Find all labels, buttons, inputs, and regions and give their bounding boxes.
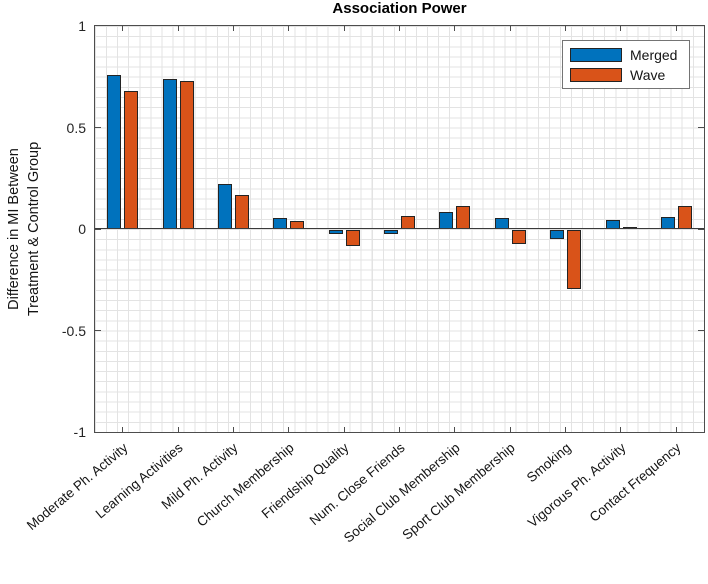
bar-wave-4: [345, 230, 360, 247]
legend: Merged Wave: [562, 40, 690, 89]
y-tick-left: [95, 127, 101, 128]
y-tick-label: -0.5: [61, 322, 86, 339]
x-tick-bottom: [288, 427, 290, 432]
bar-wave-8: [567, 230, 582, 289]
y-tick-label: -1: [73, 424, 86, 440]
bar-wave-7: [511, 230, 526, 245]
x-tick-top: [399, 26, 400, 31]
y-tick-right: [698, 127, 704, 128]
x-tick-bottom: [122, 427, 124, 432]
y-tick-label: 0: [78, 221, 86, 237]
bar-merged-0: [107, 74, 122, 229]
x-tick-top: [232, 26, 234, 31]
x-tick-bottom: [177, 427, 179, 432]
x-tick-bottom: [399, 427, 400, 432]
x-tick-top: [675, 26, 677, 31]
x-tick-bottom: [454, 427, 456, 432]
bar-merged-1: [162, 78, 177, 229]
bar-wave-2: [234, 194, 249, 229]
bar-merged-6: [439, 211, 454, 229]
bar-wave-5: [401, 215, 415, 229]
bar-merged-4: [328, 230, 343, 235]
x-tick-top: [620, 26, 622, 31]
legend-item-merged: Merged: [570, 46, 682, 63]
x-tick-top: [454, 26, 456, 31]
x-tick-top: [509, 26, 511, 31]
zero-baseline: [95, 228, 704, 229]
bar-wave-10: [677, 205, 692, 229]
y-tick-left: [95, 330, 101, 331]
x-tick-label: Contact Frequency: [586, 440, 684, 525]
x-tick-top: [565, 26, 567, 31]
x-tick-bottom: [509, 427, 511, 432]
y-tick-label: 1: [78, 18, 86, 34]
chart-title: Association Power: [332, 0, 467, 17]
x-tick-top: [177, 26, 179, 31]
y-tick-right: [698, 330, 704, 331]
bar-wave-0: [124, 91, 139, 229]
legend-swatch-merged: [570, 47, 622, 62]
x-tick-bottom: [232, 427, 234, 432]
x-tick-bottom: [620, 427, 622, 432]
x-tick-bottom: [675, 427, 677, 432]
bar-merged-2: [217, 184, 232, 229]
x-tick-top: [343, 26, 345, 31]
bar-merged-8: [550, 230, 565, 240]
y-tick-label: 0.5: [66, 119, 86, 136]
x-tick-top: [122, 26, 124, 31]
x-tick-bottom: [565, 427, 567, 432]
legend-item-wave: Wave: [570, 66, 682, 83]
x-tick-bottom: [343, 427, 345, 432]
x-tick-top: [288, 26, 290, 31]
y-tick-left: [95, 228, 101, 230]
plot-area: [94, 25, 705, 433]
y-tick-right: [698, 228, 704, 230]
legend-label-wave: Wave: [630, 66, 666, 83]
legend-swatch-wave: [570, 67, 622, 82]
bar-merged-5: [384, 230, 398, 235]
legend-label-merged: Merged: [630, 46, 678, 63]
bar-wave-6: [456, 205, 471, 229]
bar-wave-1: [179, 80, 194, 229]
